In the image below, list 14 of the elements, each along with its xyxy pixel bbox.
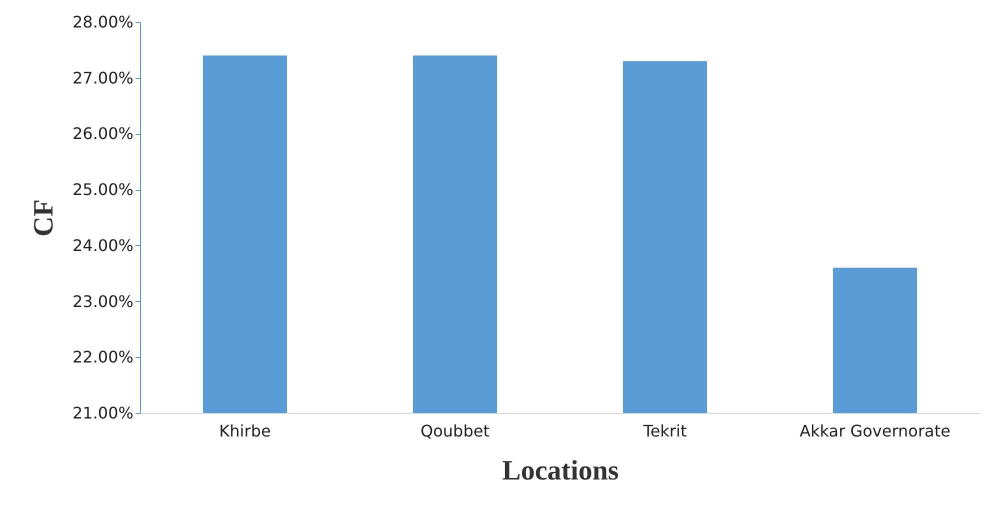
y-tick-label: 25.00% [72,180,134,200]
y-tick-label: 27.00% [72,68,134,88]
y-tick-label: 22.00% [72,348,134,367]
x-axis-title: Locations [502,456,619,486]
y-axis-title: CF [28,199,60,237]
x-tick-label: Khirbe [219,422,271,440]
y-tick-label: 26.00% [72,124,134,144]
x-tick-label: Qoubbet [420,422,490,440]
y-tick-label: 28.00% [72,12,134,32]
x-tick-label: Akkar Governorate [800,422,950,440]
y-tick-label: 21.00% [72,404,134,422]
x-tick-label: Tekrit [642,422,687,440]
y-tick-label: 23.00% [72,292,134,311]
y-tick-label: 24.00% [72,236,134,255]
